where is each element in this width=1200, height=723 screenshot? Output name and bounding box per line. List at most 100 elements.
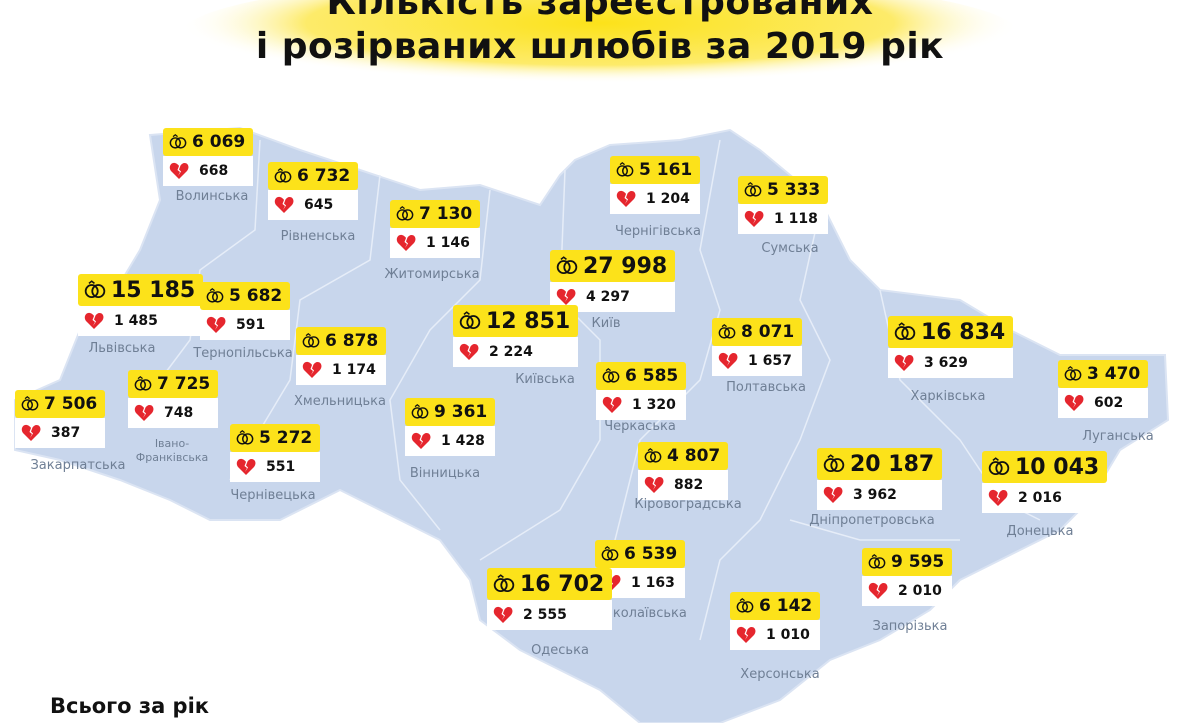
broken-heart-icon [84,312,104,329]
divorces-box: 748 [128,398,219,428]
marriages-box: 7 130 [390,200,481,228]
divorces-value: 2 224 [489,344,533,360]
marriages-value: 9 595 [891,552,945,572]
region-card: 16 702 2 555 [487,568,613,630]
divorces-value: 1 174 [332,362,376,378]
region-name: Черкаська [604,419,676,434]
rings-icon [236,429,254,445]
marriages-box: 6 585 [596,362,687,390]
broken-heart-icon [823,486,843,503]
marriages-value: 8 071 [741,322,795,342]
marriages-box: 7 506 [15,390,106,418]
rings-icon [616,161,634,177]
title-line-1: Кількість зареєстрованих [326,0,874,23]
region-name: Хмельницька [294,394,386,409]
divorces-box: 645 [268,190,359,220]
rings-icon [84,280,106,299]
marriages-value: 16 834 [921,319,1006,345]
marriages-box: 4 807 [638,442,729,470]
divorces-box: 1 118 [738,204,829,234]
divorces-box: 1 485 [78,306,204,336]
broken-heart-icon [21,424,41,441]
rings-icon [274,167,292,183]
divorces-value: 882 [674,477,704,493]
broken-heart-icon [459,343,479,360]
region-card: 5 333 1 118 [738,176,829,234]
region-card: 9 361 1 428 [405,398,496,456]
divorces-box: 668 [163,156,254,186]
region-name: Полтавська [726,380,806,395]
marriages-box: 8 071 [712,318,803,346]
broken-heart-icon [602,396,622,413]
region-card: 16 834 3 629 [888,316,1014,378]
region-card: 6 069 668 [163,128,254,186]
marriages-box: 6 732 [268,162,359,190]
region-card: 15 185 1 485 [78,274,204,336]
marriages-value: 7 725 [157,374,211,394]
rings-icon [411,403,429,419]
divorces-value: 2 016 [1018,490,1062,506]
marriages-value: 5 333 [767,180,821,200]
marriages-box: 27 998 [550,250,676,282]
rings-icon [894,322,916,341]
divorces-box: 2 555 [487,600,613,630]
broken-heart-icon [556,288,576,305]
divorces-value: 645 [304,197,334,213]
broken-heart-icon [206,316,226,333]
divorces-value: 591 [236,317,266,333]
region-card: 6 142 1 010 [730,592,821,650]
divorces-box: 1 146 [390,228,481,258]
broken-heart-icon [644,476,664,493]
rings-icon [823,454,845,473]
region-card: 7 506 387 [15,390,106,448]
divorces-value: 1 320 [632,397,676,413]
region-name: Закарпатська [30,458,126,473]
marriages-box: 10 043 [982,451,1108,483]
marriages-box: 5 272 [230,424,321,452]
total-label: Всього за рік [50,694,210,718]
divorces-value: 1 163 [631,575,675,591]
region-card: 10 043 2 016 [982,451,1108,513]
region-name: Луганська [1082,429,1154,444]
broken-heart-icon [169,162,189,179]
broken-heart-icon [868,582,888,599]
marriages-value: 6 142 [759,596,813,616]
marriages-box: 6 069 [163,128,254,156]
divorces-box: 1 204 [610,184,701,214]
marriages-box: 6 539 [595,540,686,568]
marriages-box: 12 851 [453,305,579,337]
region-name: Чернігівська [614,224,702,239]
divorces-value: 602 [1094,395,1124,411]
rings-icon [21,395,39,411]
broken-heart-icon [1064,394,1084,411]
rings-icon [169,133,187,149]
rings-icon [556,256,578,275]
region-card: 3 470 602 [1058,360,1149,418]
marriages-value: 20 187 [850,451,935,477]
region-card: 5 682 591 [200,282,291,340]
divorces-value: 1 657 [748,353,792,369]
marriages-value: 5 161 [639,160,693,180]
divorces-box: 602 [1058,388,1149,418]
marriages-value: 12 851 [486,308,571,334]
title-line-2: і розірваних шлюбів за 2019 рік [255,26,945,67]
divorces-box: 2 224 [453,337,579,367]
rings-icon [396,205,414,221]
divorces-box: 551 [230,452,321,482]
rings-icon [644,447,662,463]
region-card: 6 585 1 320 [596,362,687,420]
region-card: 9 595 2 010 [862,548,953,606]
marriages-value: 3 470 [1087,364,1141,384]
divorces-value: 3 629 [924,355,968,371]
region-name: Донецька [1006,524,1074,539]
region-name: Волинська [175,189,249,204]
broken-heart-icon [616,190,636,207]
marriages-value: 16 702 [520,571,605,597]
divorces-box: 591 [200,310,291,340]
broken-heart-icon [302,361,322,378]
rings-icon [134,375,152,391]
marriages-box: 5 161 [610,156,701,184]
rings-icon [988,457,1010,476]
rings-icon [602,367,620,383]
region-card: 4 807 882 [638,442,729,500]
